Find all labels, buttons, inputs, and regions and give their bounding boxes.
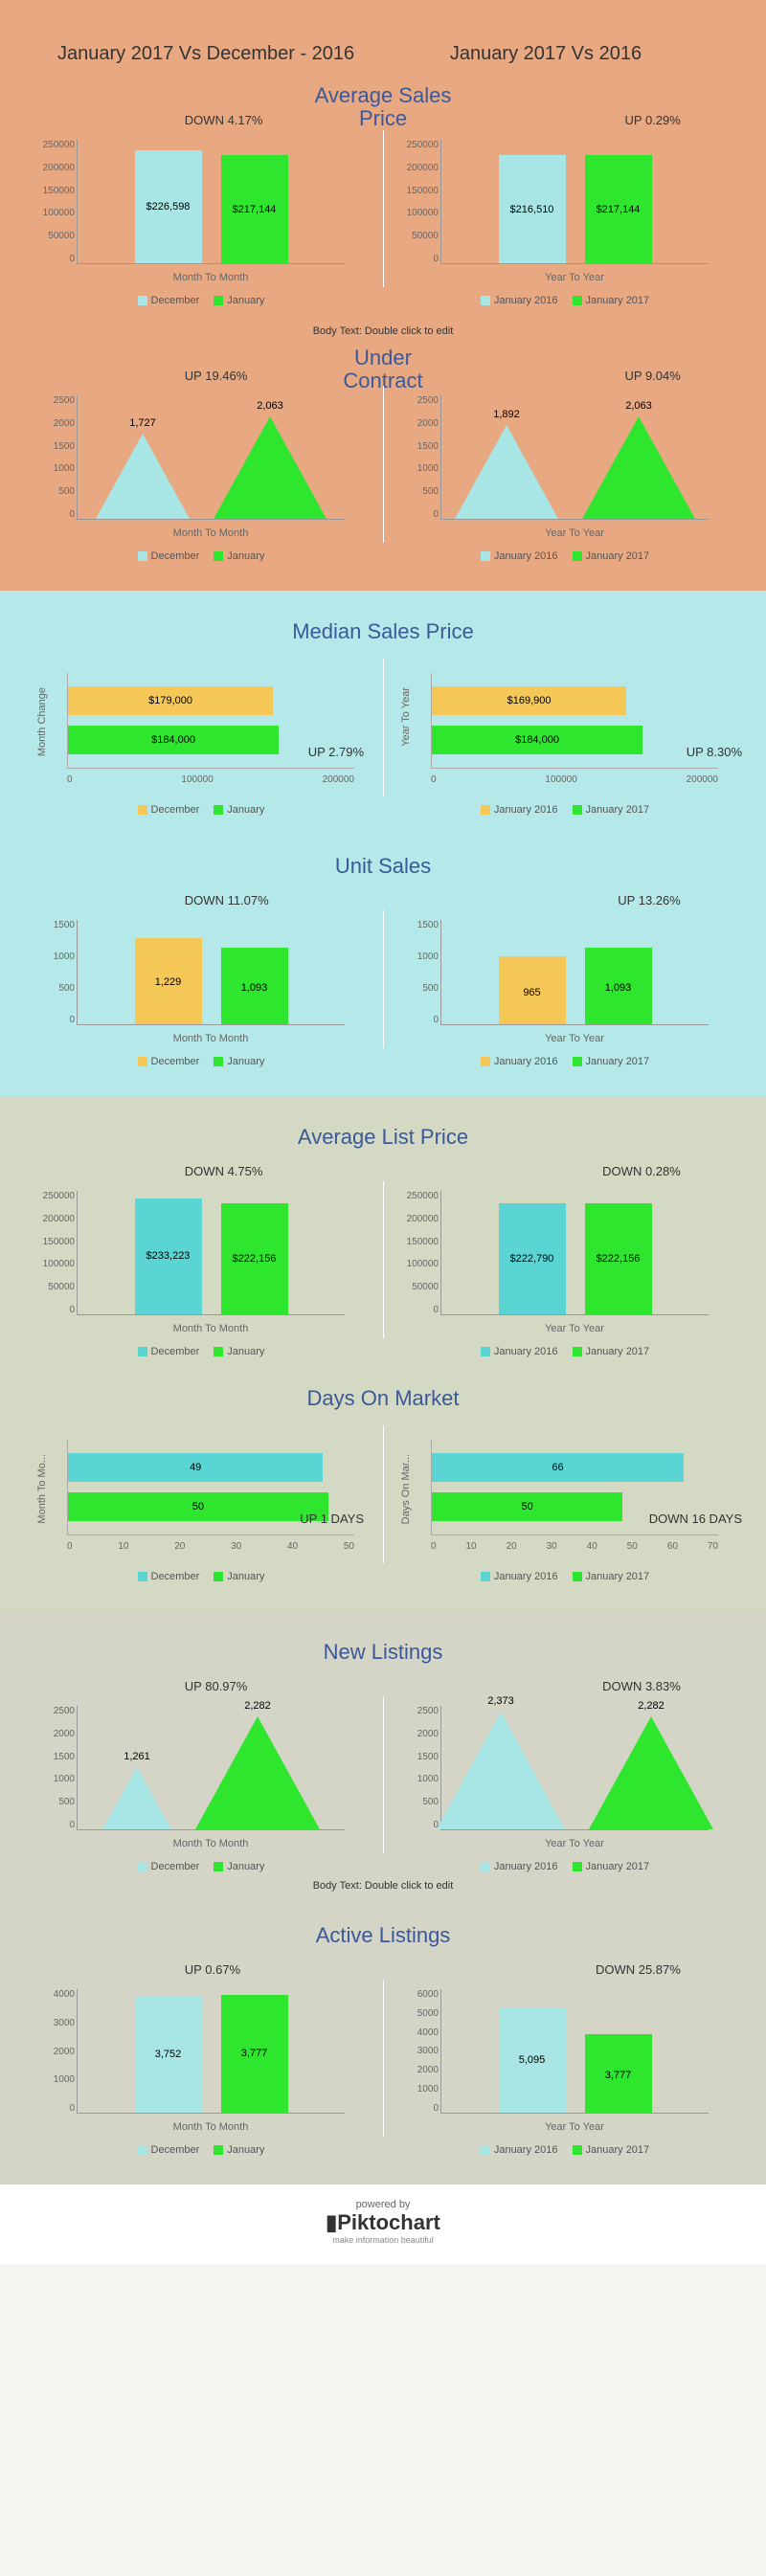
- bar: 3,777: [221, 1995, 288, 2113]
- legend: January 2016January 2017: [393, 1571, 737, 1582]
- hbar: $179,000: [68, 686, 273, 715]
- legend: DecemberJanuary: [29, 550, 373, 562]
- legend: January 2016January 2017: [393, 1861, 737, 1872]
- metric-title-new: New Listings: [29, 1640, 737, 1665]
- hbar-chart: Days On Mar... 6650 010203040506070 DOWN…: [393, 1425, 737, 1569]
- charts-row: Month Change $179,000$184,000 0100000200…: [29, 659, 737, 816]
- section-new-active: New ListingsUP 80.97%DOWN 3.83% 05001000…: [0, 1611, 766, 2184]
- legend: January 2016January 2017: [393, 2144, 737, 2156]
- triangle-chart: 05001000150020002500 1,2612,282 Month To…: [29, 1696, 373, 1859]
- bar: $233,223: [135, 1198, 202, 1314]
- legend: January 2016January 2017: [393, 295, 737, 306]
- triangle-bar: 1,261: [102, 1767, 171, 1829]
- logo: ▮Piktochart: [0, 2210, 766, 2235]
- hbar: 49: [68, 1453, 323, 1482]
- charts-row: 05001000150020002500 1,7272,063 Month To…: [29, 386, 737, 562]
- legend: January 2016January 2017: [393, 550, 737, 562]
- metric-title-median: Median Sales Price: [29, 619, 737, 644]
- hbar: 50: [432, 1492, 622, 1521]
- body-text-2: Body Text: Double click to edit: [29, 1880, 737, 1892]
- legend: January 2016January 2017: [393, 1056, 737, 1067]
- footer: powered by ▮Piktochart make information …: [0, 2184, 766, 2264]
- bar: $222,790: [499, 1203, 566, 1314]
- hbar: 50: [68, 1492, 328, 1521]
- legend: DecemberJanuary: [29, 1056, 373, 1067]
- bar-chart: 050000100000150000200000250000 $226,598$…: [29, 130, 373, 293]
- bar-chart: 050000100000150000200000250000 $222,790$…: [393, 1181, 737, 1344]
- triangle-bar: 1,892: [455, 425, 558, 519]
- bar: 1,093: [221, 948, 288, 1024]
- charts-row: 050010001500 1,2291,093 Month To Month D…: [29, 910, 737, 1067]
- section-median-unit: Median Sales Price Month Change $179,000…: [0, 591, 766, 1096]
- bar-chart: 0100020003000400050006000 5,0953,777 Yea…: [393, 1980, 737, 2142]
- hbar-chart: Year To Year $169,900$184,000 0100000200…: [393, 659, 737, 802]
- triangle-bar: 2,282: [589, 1716, 713, 1829]
- charts-row: Month To Mo... 4950 01020304050 UP 1 DAY…: [29, 1425, 737, 1582]
- bar: $217,144: [221, 155, 288, 263]
- charts-row: 01000200030004000 3,7523,777 Month To Mo…: [29, 1980, 737, 2156]
- triangle-chart: 05001000150020002500 1,7272,063 Month To…: [29, 386, 373, 549]
- metric-title-days: Days On Market: [29, 1386, 737, 1411]
- charts-row: 050000100000150000200000250000 $226,598$…: [29, 130, 737, 306]
- bar: 1,093: [585, 948, 652, 1024]
- bar: 5,095: [499, 2007, 566, 2113]
- legend: DecemberJanuary: [29, 804, 373, 816]
- triangle-chart: 05001000150020002500 1,8922,063 Year To …: [393, 386, 737, 549]
- triangle-chart: 05001000150020002500 2,3732,282 Year To …: [393, 1696, 737, 1859]
- header-titles: January 2017 Vs December - 2016 January …: [29, 19, 737, 75]
- bar: 1,229: [135, 938, 202, 1024]
- legend: DecemberJanuary: [29, 1571, 373, 1582]
- logo-tagline: make information beautiful: [0, 2235, 766, 2245]
- legend: January 2016January 2017: [393, 1346, 737, 1357]
- hbar: $184,000: [68, 726, 279, 754]
- powered-by: powered by: [0, 2199, 766, 2210]
- legend: DecemberJanuary: [29, 2144, 373, 2156]
- bar-chart: 050010001500 1,2291,093 Month To Month: [29, 910, 373, 1054]
- hbar: 66: [432, 1453, 684, 1482]
- bar: $216,510: [499, 155, 566, 263]
- triangle-bar: 1,727: [96, 434, 190, 519]
- hbar-chart: Month To Mo... 4950 01020304050 UP 1 DAY…: [29, 1425, 373, 1569]
- bar: $222,156: [221, 1203, 288, 1314]
- title-right: January 2017 Vs 2016: [383, 43, 709, 65]
- bar-chart: 01000200030004000 3,7523,777 Month To Mo…: [29, 1980, 373, 2142]
- triangle-bar: 2,063: [214, 416, 327, 519]
- charts-row: 05001000150020002500 1,2612,282 Month To…: [29, 1696, 737, 1872]
- title-left: January 2017 Vs December - 2016: [57, 43, 383, 65]
- bar: 965: [499, 956, 566, 1024]
- section-list-days: Average List PriceDOWN 4.75%DOWN 0.28% 0…: [0, 1096, 766, 1611]
- hbar: $169,900: [432, 686, 626, 715]
- triangle-bar: 2,063: [582, 416, 695, 519]
- bar-chart: 050000100000150000200000250000 $216,510$…: [393, 130, 737, 293]
- charts-row: 050000100000150000200000250000 $233,223$…: [29, 1181, 737, 1357]
- legend: DecemberJanuary: [29, 1861, 373, 1872]
- triangle-bar: 2,373: [437, 1712, 565, 1829]
- bar: $222,156: [585, 1203, 652, 1314]
- bar-chart: 050000100000150000200000250000 $233,223$…: [29, 1181, 373, 1344]
- metric-title-avglist: Average List Price: [29, 1125, 737, 1150]
- metric-title-unit: Unit Sales: [29, 854, 737, 879]
- metric-title-active: Active Listings: [29, 1923, 737, 1948]
- hbar: $184,000: [432, 726, 642, 754]
- triangle-bar: 2,282: [195, 1716, 320, 1829]
- legend: January 2016January 2017: [393, 804, 737, 816]
- bar: 3,777: [585, 2034, 652, 2113]
- bar: 3,752: [135, 1996, 202, 2113]
- hbar-chart: Month Change $179,000$184,000 0100000200…: [29, 659, 373, 802]
- legend: DecemberJanuary: [29, 1346, 373, 1357]
- legend: DecemberJanuary: [29, 295, 373, 306]
- bar: $217,144: [585, 155, 652, 263]
- bar-chart: 050010001500 9651,093 Year To Year: [393, 910, 737, 1054]
- body-text: Body Text: Double click to edit: [29, 325, 737, 337]
- section-avg-under: January 2017 Vs December - 2016 January …: [0, 0, 766, 591]
- bar: $226,598: [135, 150, 202, 263]
